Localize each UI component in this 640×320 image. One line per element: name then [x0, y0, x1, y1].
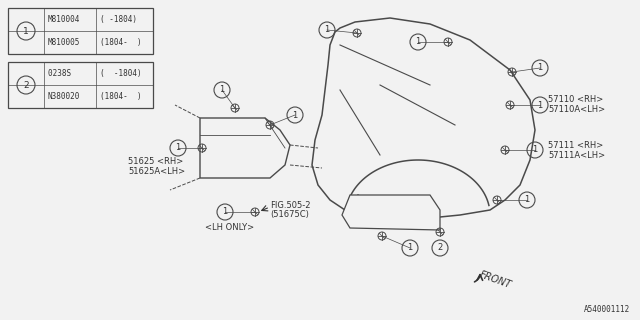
Text: 57111 <RH>: 57111 <RH>	[548, 140, 604, 149]
Text: 1: 1	[292, 110, 298, 119]
Text: 1: 1	[408, 244, 413, 252]
Text: (1804-  ): (1804- )	[100, 38, 141, 47]
Text: 1: 1	[538, 100, 543, 109]
Text: 57110A<LH>: 57110A<LH>	[548, 106, 605, 115]
Text: 1: 1	[175, 143, 180, 153]
Text: A540001112: A540001112	[584, 305, 630, 314]
Text: 1: 1	[415, 37, 420, 46]
Text: N380020: N380020	[48, 92, 81, 101]
Text: 57111A<LH>: 57111A<LH>	[548, 150, 605, 159]
Text: 2: 2	[23, 81, 29, 90]
Polygon shape	[342, 195, 440, 230]
Text: <LH ONLY>: <LH ONLY>	[205, 223, 254, 233]
Polygon shape	[312, 18, 535, 218]
Text: 57110 <RH>: 57110 <RH>	[548, 95, 604, 105]
Text: (  -1804): ( -1804)	[100, 69, 141, 78]
Text: ( -1804): ( -1804)	[100, 15, 137, 24]
Text: M810004: M810004	[48, 15, 81, 24]
Text: 1: 1	[532, 146, 538, 155]
Text: FIG.505-2: FIG.505-2	[270, 201, 310, 210]
Bar	[8, 8, 153, 54]
Text: 1: 1	[538, 63, 543, 73]
Text: 51625 <RH>: 51625 <RH>	[128, 157, 183, 166]
Text: 1: 1	[222, 207, 228, 217]
Text: 1: 1	[23, 27, 29, 36]
Bar	[8, 62, 153, 108]
Text: (1804-  ): (1804- )	[100, 92, 141, 101]
Text: FRONT: FRONT	[478, 270, 513, 290]
Text: 1: 1	[524, 196, 530, 204]
Text: M810005: M810005	[48, 38, 81, 47]
Text: 51625A<LH>: 51625A<LH>	[128, 167, 185, 177]
Text: 0238S: 0238S	[48, 69, 81, 78]
Polygon shape	[200, 118, 290, 178]
Text: 1: 1	[220, 85, 225, 94]
Text: 1: 1	[324, 26, 330, 35]
Text: (51675C): (51675C)	[270, 211, 309, 220]
Text: 2: 2	[437, 244, 443, 252]
